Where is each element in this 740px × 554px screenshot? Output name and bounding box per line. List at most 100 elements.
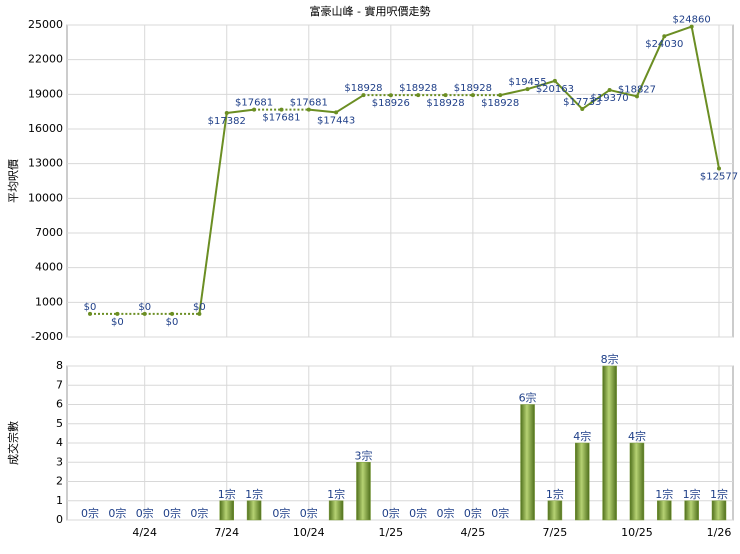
bar: [575, 443, 589, 520]
value-label: $0: [138, 302, 151, 313]
value-label: $0: [166, 317, 179, 328]
line-segment: [664, 27, 691, 37]
bar: [657, 501, 671, 520]
y-tick-label: 2: [56, 475, 63, 488]
value-label: $18928: [399, 83, 437, 94]
line-segment: [692, 27, 719, 169]
value-label: 0宗: [464, 506, 482, 520]
bar: [247, 501, 261, 520]
bar: [548, 501, 562, 520]
value-label: $20163: [536, 84, 574, 95]
y-axis-label: 平均呎價: [6, 159, 20, 203]
plot-frame: [67, 25, 733, 337]
point: [662, 34, 666, 38]
y-tick-label: -2000: [31, 330, 63, 343]
bar: [630, 443, 644, 520]
value-label: 8宗: [601, 352, 619, 366]
value-label: $0: [111, 317, 124, 328]
x-tick-label: 10/25: [621, 526, 653, 539]
value-label: 0宗: [163, 506, 181, 520]
value-label: 4宗: [628, 429, 646, 443]
value-label: $24030: [645, 39, 683, 50]
point: [279, 108, 283, 112]
y-tick-label: 1000: [35, 295, 63, 308]
y-tick-label: 10000: [28, 191, 63, 204]
x-tick-label: 4/24: [132, 526, 157, 539]
value-label: 0宗: [272, 506, 290, 520]
y-tick-label: 25000: [28, 18, 63, 31]
x-tick-label: 4/25: [461, 526, 486, 539]
value-label: $17382: [208, 116, 246, 127]
value-label: 1宗: [245, 487, 263, 501]
y-axis-label: 成交宗數: [6, 421, 20, 465]
point: [717, 167, 721, 171]
value-label: 1宗: [710, 487, 728, 501]
y-tick-label: 3: [56, 455, 63, 468]
point: [225, 111, 229, 115]
y-tick-label: 8: [56, 359, 63, 372]
value-label: 1宗: [655, 487, 673, 501]
value-label: 1宗: [546, 487, 564, 501]
value-label: 6宗: [519, 391, 537, 405]
point: [444, 93, 448, 97]
value-label: 0宗: [81, 506, 99, 520]
value-label: $18928: [344, 83, 382, 94]
value-label: 0宗: [409, 506, 427, 520]
bar: [329, 501, 343, 520]
y-tick-label: 19000: [28, 87, 63, 100]
line-segment: [199, 113, 226, 314]
value-label: 3宗: [354, 448, 372, 462]
point: [608, 88, 612, 92]
point: [170, 312, 174, 316]
point: [389, 93, 393, 97]
y-tick-label: 7: [56, 378, 63, 391]
bar: [712, 501, 726, 520]
y-tick-label: 1: [56, 494, 63, 507]
value-label: $18926: [372, 98, 410, 109]
x-tick-label: 7/25: [543, 526, 568, 539]
y-tick-label: 7000: [35, 226, 63, 239]
value-label: $17681: [235, 98, 273, 109]
y-tick-label: 22000: [28, 53, 63, 66]
point: [115, 312, 119, 316]
value-label: $0: [193, 302, 206, 313]
bar: [220, 501, 234, 520]
value-label: 0宗: [108, 506, 126, 520]
value-label: 0宗: [491, 506, 509, 520]
bar: [356, 462, 370, 520]
x-tick-label: 7/24: [214, 526, 239, 539]
value-label: $17443: [317, 115, 355, 126]
value-label: 1宗: [683, 487, 701, 501]
bar: [685, 501, 699, 520]
y-tick-label: 6: [56, 398, 63, 411]
x-tick-label: 10/24: [293, 526, 325, 539]
value-label: $24860: [673, 15, 711, 26]
bar: [603, 366, 617, 520]
y-tick-label: 4000: [35, 261, 63, 274]
value-label: 0宗: [190, 506, 208, 520]
value-label: 0宗: [437, 506, 455, 520]
value-label: 0宗: [136, 506, 154, 520]
value-label: $17681: [290, 98, 328, 109]
value-label: $12577: [700, 172, 738, 183]
value-label: $18928: [454, 83, 492, 94]
line-segment: [309, 110, 336, 113]
point: [498, 93, 502, 97]
value-label: 1宗: [218, 487, 236, 501]
x-tick-label: 1/25: [378, 526, 403, 539]
value-label: $18928: [481, 98, 519, 109]
value-label: 1宗: [327, 487, 345, 501]
value-label: 0宗: [382, 506, 400, 520]
y-tick-label: 0: [56, 513, 63, 526]
chart-title: 富豪山峰 - 實用呎價走勢: [310, 4, 431, 18]
value-label: 4宗: [573, 429, 591, 443]
line-segment: [227, 110, 254, 113]
value-label: 0宗: [300, 506, 318, 520]
y-tick-label: 13000: [28, 157, 63, 170]
value-label: $17681: [262, 113, 300, 124]
y-tick-label: 5: [56, 417, 63, 430]
point: [334, 110, 338, 114]
value-label: $0: [84, 302, 97, 313]
y-tick-label: 16000: [28, 122, 63, 135]
